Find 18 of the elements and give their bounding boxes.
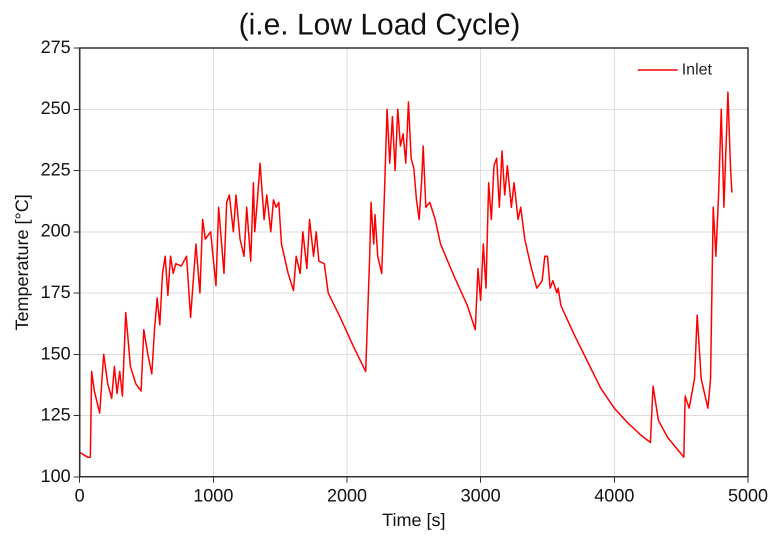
y-tick-label: 275 [40,36,71,57]
y-axis-title: Temperature [°C] [12,194,32,331]
x-tick-label: 4000 [594,486,634,506]
x-tick-label: 3000 [460,486,501,506]
y-tick-label: 100 [40,466,71,486]
x-tick-label: 1000 [193,486,234,506]
y-tick-label: 175 [40,282,71,302]
y-tick-label: 150 [40,343,71,364]
legend-label: Inlet [682,61,713,78]
y-tick-label: 125 [40,404,71,425]
y-tick-label: 250 [40,98,71,118]
x-tick-label: 5000 [728,486,768,506]
x-tick-label: 0 [74,486,85,506]
x-tick-label: 2000 [326,486,367,506]
y-tick-label: 225 [40,159,71,180]
chart-title: (i.e. Low Load Cycle) [238,8,520,42]
y-tick-label: 200 [40,220,71,241]
x-axis-title: Time [s] [382,510,446,530]
